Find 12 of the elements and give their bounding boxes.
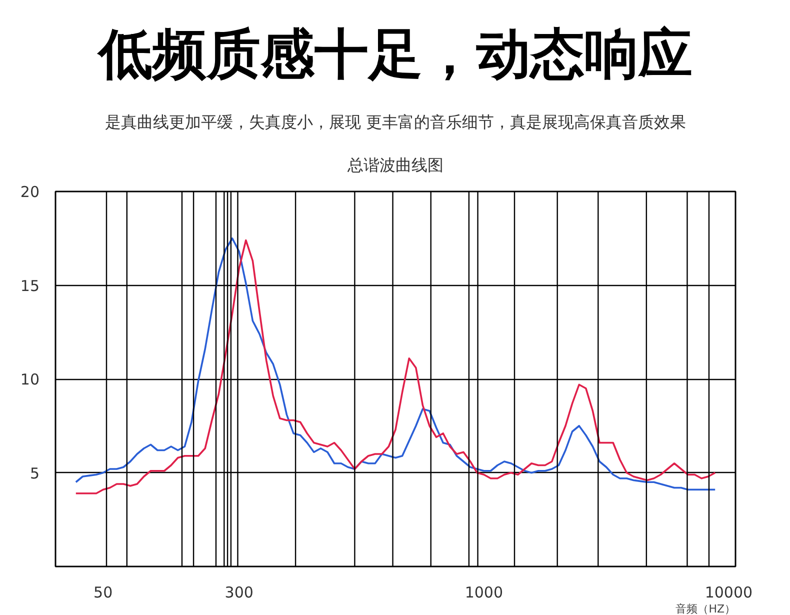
x-axis-title: 音频（HZ） xyxy=(676,602,736,615)
chart-subtitle: 是真曲线更加平缓，失真度小，展现 更丰富的音乐细节，真是展现高保真音质效果 xyxy=(104,112,686,132)
text: 总谐波曲线图 xyxy=(346,156,444,174)
y-tick-label: 10 xyxy=(20,370,40,388)
x-tick-label: 10000 xyxy=(704,584,753,602)
y-tick-label: 20 xyxy=(20,183,40,201)
y-tick-label: 5 xyxy=(30,464,40,482)
x-tick-label: 300 xyxy=(224,584,254,602)
x-tick-label: 50 xyxy=(94,584,113,602)
x-tick-label: 1000 xyxy=(464,584,503,602)
chart-title: 低频质感十足，动态响应 xyxy=(96,22,692,86)
y-tick-label: 15 xyxy=(20,276,40,295)
